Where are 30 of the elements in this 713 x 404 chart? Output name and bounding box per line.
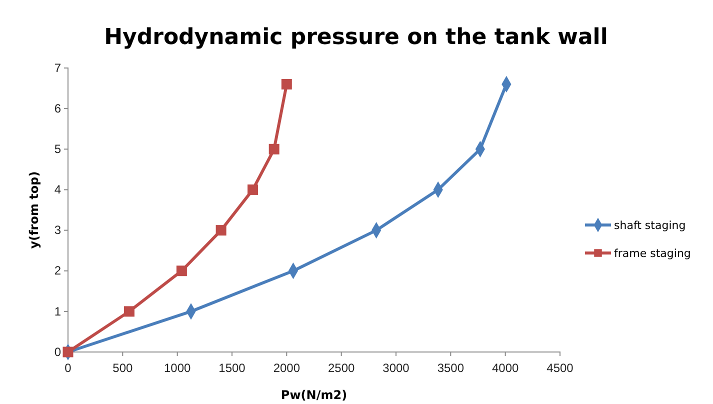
x-tick-label: 4000 (492, 361, 520, 376)
point (248, 184, 258, 195)
x-tick-label: 3000 (382, 361, 410, 376)
x-tick-label: 3500 (437, 361, 464, 376)
point (62, 346, 74, 358)
point (268, 144, 280, 154)
x-tick-label: 1000 (164, 361, 192, 376)
y-axis-title: y(from top) (27, 171, 41, 249)
x-tick-label: 500 (112, 361, 133, 376)
y-tick-label: 3 (54, 223, 62, 238)
y-tick-label: 0 (54, 344, 62, 359)
legend-label: shaft staging (614, 219, 686, 232)
y-tick-label: 2 (54, 264, 62, 278)
y-tick-label: 5 (54, 142, 62, 156)
y-tick-label: 6 (54, 101, 62, 116)
x-tick-label: 2000 (273, 361, 300, 376)
point (216, 225, 226, 236)
point (176, 266, 187, 276)
y-tick-label: 1 (54, 304, 62, 318)
y-tick-label: 4 (54, 182, 62, 197)
x-tick-label: 0 (64, 361, 72, 376)
chart-title: Hydrodynamic pressure on the tank wall (104, 25, 608, 50)
point (281, 78, 292, 90)
y-tick-label: 7 (54, 60, 62, 75)
x-tick-label: 4500 (546, 361, 574, 376)
x-tick-label: 2500 (328, 361, 356, 376)
x-axis-title: Pw(N/m2) (280, 388, 348, 402)
point (124, 306, 134, 317)
legend-label: frame staging (614, 247, 691, 260)
x-tick-label: 1500 (218, 361, 246, 376)
